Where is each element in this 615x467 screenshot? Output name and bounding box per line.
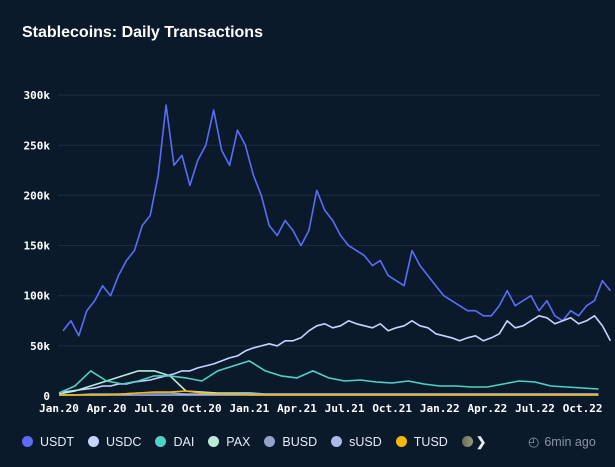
series-line-tusd: [59, 390, 599, 396]
x-tick-label: Oct.21: [372, 402, 412, 415]
updated-text: 6min ago: [544, 435, 596, 449]
legend-item-busd[interactable]: BUSD: [264, 435, 317, 449]
legend-label: USDT: [40, 434, 75, 449]
chart-area: 0 50k 100k 150k 200k 250k 300k Jan.20 Apr.20 Jul.…: [24, 89, 612, 415]
legend-more-button[interactable]: ❯: [461, 434, 487, 449]
y-tick-label: 0: [43, 390, 50, 403]
legend-dot: [208, 436, 220, 447]
legend-dot: [155, 436, 167, 447]
legend-dot: [395, 436, 407, 447]
legend-dot: [22, 436, 33, 447]
legend-label: TUSD: [413, 434, 448, 449]
legend-item-usdc[interactable]: USDC: [88, 435, 141, 449]
legend-item-susd[interactable]: sUSD: [331, 435, 382, 449]
chevron-right-icon: ❯: [475, 435, 487, 449]
y-tick-label: 150k: [24, 240, 51, 253]
legend-label: sUSD: [349, 434, 382, 449]
y-tick-label: 100k: [24, 290, 51, 303]
x-tick-label: Apr.22: [468, 402, 508, 415]
x-tick-label: Apr.21: [277, 402, 317, 415]
y-tick-label: 200k: [24, 189, 51, 202]
x-tick-label: Oct.20: [182, 402, 222, 415]
x-tick-label: Jan.21: [230, 402, 270, 415]
legend-dot: [88, 436, 100, 447]
legend-item-usdt[interactable]: USDT: [22, 435, 74, 449]
legend-label: PAX: [226, 434, 251, 449]
y-tick-label: 300k: [24, 89, 51, 102]
x-tick-label: Jul.22: [515, 402, 555, 415]
x-tick-label: Jul.21: [325, 402, 365, 415]
series-line-dai: [58, 360, 599, 394]
legend-label: USDC: [106, 434, 142, 449]
legend-dot: [461, 436, 473, 447]
x-tick-label: Apr.20: [87, 402, 127, 415]
clock-icon: ◴: [528, 434, 540, 449]
legend-item-tusd[interactable]: TUSD: [395, 434, 448, 449]
y-tick-label: 50k: [30, 340, 50, 353]
series-line-usdc: [62, 314, 612, 393]
updated-indicator: ◴ 6min ago: [528, 434, 596, 450]
x-tick-label: Jan.22: [420, 402, 460, 415]
legend-dot: [331, 436, 343, 447]
legend-label: BUSD: [282, 434, 318, 449]
x-tick-label: Oct.22: [563, 402, 603, 415]
y-tick-label: 250k: [24, 139, 51, 152]
legend-item-dai[interactable]: DAI: [155, 435, 194, 449]
legend: USDT USDC DAI PAX BUSD sUSD TUSD ❯: [22, 434, 500, 449]
legend-item-pax[interactable]: PAX: [208, 435, 250, 449]
legend-label: DAI: [173, 434, 195, 449]
series-line-usdt: [62, 104, 612, 337]
x-tick-label: Jan.20: [39, 402, 79, 415]
legend-dot: [264, 436, 276, 447]
x-tick-label: Jul.20: [134, 402, 174, 415]
series-line-pax: [58, 370, 599, 395]
chart-title: Stablecoins: Daily Transactions: [22, 24, 263, 41]
